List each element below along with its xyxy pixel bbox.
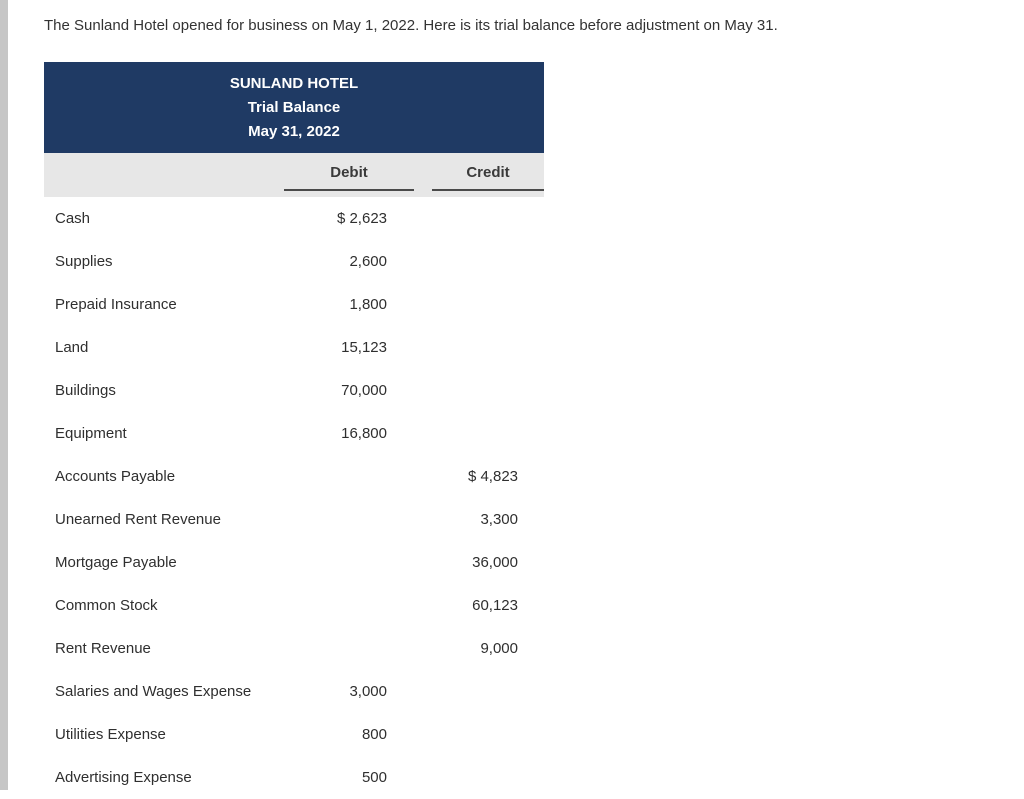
intro-text: The Sunland Hotel opened for business on… [44,17,778,34]
credit-column-header: Credit [432,153,544,191]
credit-column-label: Credit [432,153,544,191]
account-label: Advertising Expense [55,769,192,786]
table-row: Common Stock 60,123 [44,584,544,627]
credit-value: 3,300 [480,511,518,528]
trial-balance-table: SUNLAND HOTEL Trial Balance May 31, 2022… [44,62,544,799]
company-name: SUNLAND HOTEL [229,75,359,92]
debit-value: 15,123 [341,339,387,356]
debit-value: 800 [361,726,387,743]
table-row: Land 15,123 [44,326,544,369]
table-row: Salaries and Wages Expense 3,000 [44,670,544,713]
credit-value: 36,000 [472,554,518,571]
credit-value: 9,000 [480,640,518,657]
table-row: Utilities Expense 800 [44,713,544,756]
table-row: Equipment 16,800 [44,412,544,455]
table-row: Cash $ 2,623 [44,197,544,240]
statement-title: Trial Balance [247,99,341,116]
credit-value: $ 4,823 [467,468,518,485]
debit-value: 1,800 [349,296,387,313]
table-header: SUNLAND HOTEL Trial Balance May 31, 2022 [44,62,544,153]
account-label: Common Stock [55,597,158,614]
debit-column-label: Debit [284,153,414,191]
account-label: Accounts Payable [55,468,176,485]
account-label: Cash [55,210,91,227]
debit-value: 3,000 [349,683,387,700]
table-row: Prepaid Insurance 1,800 [44,283,544,326]
column-header-row: Debit Credit [44,153,544,197]
page-left-gutter [0,0,8,790]
debit-column-header: Debit [284,153,414,191]
debit-value: 500 [361,769,387,786]
table-row: Mortgage Payable 36,000 [44,541,544,584]
statement-date: May 31, 2022 [248,123,340,140]
account-label: Salaries and Wages Expense [55,683,252,700]
account-label: Rent Revenue [55,640,151,657]
table-row: Unearned Rent Revenue 3,300 [44,498,544,541]
account-label: Utilities Expense [55,726,166,743]
table-row: Buildings 70,000 [44,369,544,412]
account-label: Buildings [55,382,116,399]
table-body: Cash $ 2,623 Supplies 2,600 Prepaid Insu… [44,197,544,799]
account-label: Mortgage Payable [55,554,177,571]
account-label: Supplies [55,253,113,270]
account-label: Equipment [55,425,127,442]
page: The Sunland Hotel opened for business on… [8,0,1024,790]
account-label: Unearned Rent Revenue [55,511,221,528]
account-label: Prepaid Insurance [55,296,177,313]
debit-value: $ 2,623 [336,210,387,227]
credit-value: 60,123 [472,597,518,614]
debit-value: 16,800 [341,425,387,442]
table-row: Accounts Payable $ 4,823 [44,455,544,498]
table-row: Rent Revenue 9,000 [44,627,544,670]
debit-value: 2,600 [349,253,387,270]
table-row: Advertising Expense 500 [44,756,544,799]
table-row: Supplies 2,600 [44,240,544,283]
debit-value: 70,000 [341,382,387,399]
account-label: Land [55,339,89,356]
